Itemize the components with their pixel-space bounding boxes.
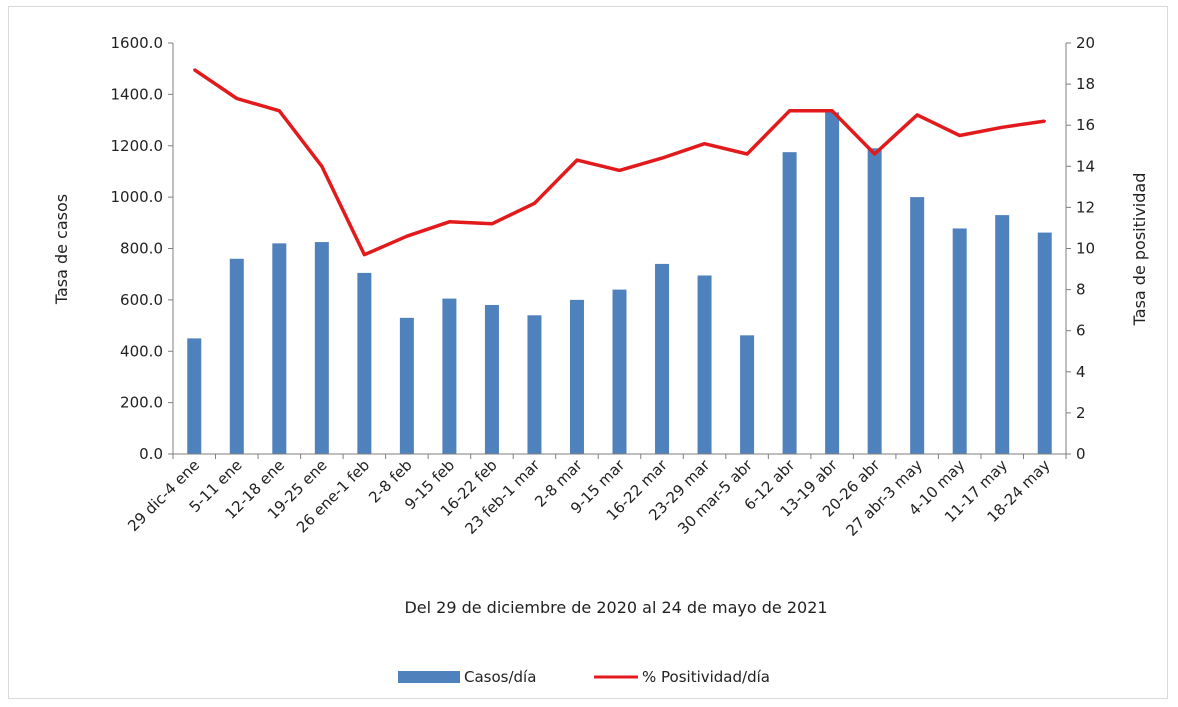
x-axis-title: Del 29 de diciembre de 2020 al 24 de may… [404,598,827,617]
positividad-point-1 [235,97,238,100]
y2-tick-label-2: 4 [1076,363,1086,381]
positividad-point-19 [1001,126,1004,129]
bar-20 [1037,232,1052,454]
positividad-point-5 [405,234,409,238]
bar-15 [825,112,840,454]
bars-group [187,112,1052,454]
bar-18 [952,228,967,454]
positividad-point-18 [958,134,961,137]
legend-label-positividad: % Positividad/día [642,668,770,686]
positividad-point-3 [320,165,324,168]
y-tick-label-5: 1000.0 [111,188,164,206]
y2-axis-title: Tasa de positividad [1130,173,1149,327]
ticks-group: 0.0 200.0 400.0 600.0 800.0 1000.0 1200.0 1400.… [111,34,1096,540]
bar-12 [697,275,712,454]
positividad-point-0 [193,68,196,71]
bar-17 [910,197,925,454]
positividad-point-20 [1043,119,1046,123]
y-axis-title: Tasa de casos [52,194,71,305]
y-tick-label-3: 600.0 [120,291,163,309]
bar-19 [995,215,1010,454]
y-tick-label-6: 1200.0 [111,137,164,155]
positividad-point-2 [278,109,281,113]
positividad-point-11 [660,156,664,160]
positividad-point-14 [788,109,791,113]
positividad-point-17 [915,113,919,117]
positividad-point-15 [830,109,834,113]
bar-16 [867,148,882,454]
line-group [193,68,1046,257]
y-tick-label-4: 800.0 [120,240,163,258]
y2-tick-label-0: 0 [1076,445,1086,463]
y-tick-label-8: 1600.0 [111,34,164,52]
bar-11 [655,263,670,454]
bar-14 [782,152,797,454]
chart-frame [8,6,1168,699]
bar-13 [740,335,755,454]
positividad-point-8 [533,202,536,205]
bar-5 [399,317,414,454]
y2-tick-label-7: 14 [1076,157,1095,175]
bar-9 [569,299,584,454]
positividad-point-16 [873,152,876,156]
y-tick-label-2: 400.0 [120,342,163,360]
y2-tick-label-1: 2 [1076,404,1086,422]
y2-tick-label-9: 18 [1076,75,1095,93]
y2-tick-label-5: 10 [1076,240,1095,258]
positividad-point-7 [490,222,494,226]
bar-0 [187,338,202,454]
bar-7 [484,305,499,454]
y2-tick-label-6: 12 [1076,198,1095,216]
bar-1 [229,258,244,454]
x-tick-label-0: 29 dic-4 ene [124,456,203,535]
y2-tick-label-10: 20 [1076,34,1095,52]
bar-2 [272,243,287,454]
positividad-point-12 [703,142,706,145]
y-tick-label-1: 200.0 [120,394,163,412]
positividad-point-13 [745,152,749,156]
legend: Casos/día % Positividad/día [398,668,770,686]
legend-swatch-casos [398,671,460,683]
positividad-point-4 [363,253,366,256]
bar-6 [442,298,457,454]
positividad-point-9 [575,158,579,162]
legend-label-casos: Casos/día [464,668,536,686]
bar-8 [527,315,542,454]
y2-tick-label-8: 16 [1076,116,1095,134]
y2-tick-label-3: 6 [1076,322,1086,340]
bar-3 [314,242,329,454]
y2-tick-label-4: 8 [1076,281,1086,299]
axes-group [168,42,1071,459]
positividad-point-10 [618,169,621,172]
positividad-point-6 [448,220,451,223]
bar-4 [357,272,372,454]
bar-10 [612,289,627,454]
y-tick-label-0: 0.0 [139,445,163,463]
y-tick-label-7: 1400.0 [111,85,164,103]
